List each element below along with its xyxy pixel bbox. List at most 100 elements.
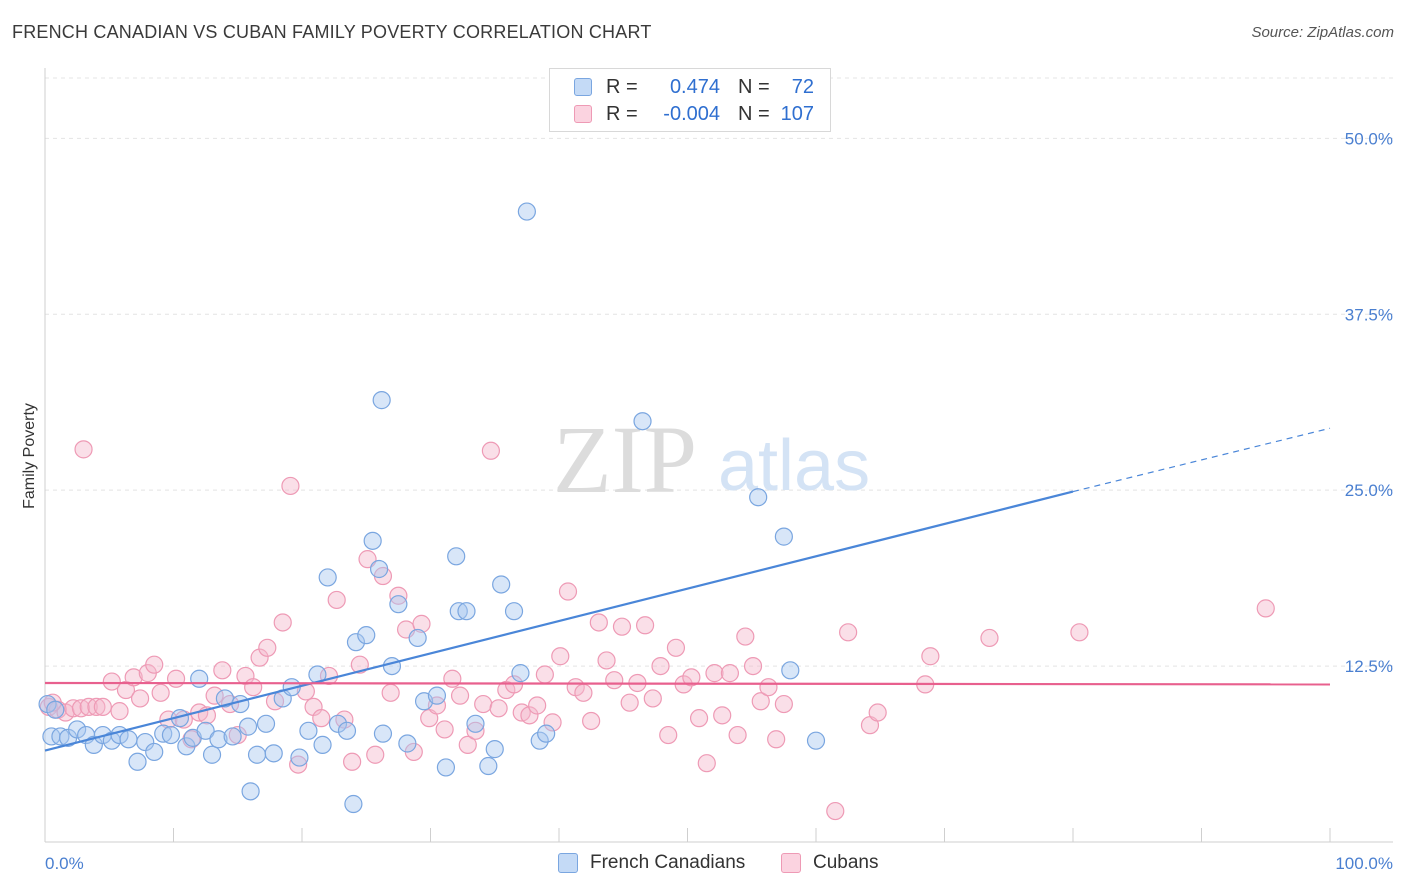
data-point-cubans [736,627,755,646]
data-point-french-canadians [51,727,70,746]
data-point-cubans [327,590,346,610]
data-point-french-canadians [447,547,466,566]
data-point-cubans [151,683,170,702]
data-point-cubans [312,709,331,728]
data-point-french-canadians [781,661,800,680]
data-point-french-canadians [511,664,530,683]
data-point-cubans [244,678,263,697]
data-point-french-canadians [517,202,536,221]
data-point-cubans [145,655,164,674]
legend-swatch-blue [558,853,578,873]
data-point-french-canadians [68,720,87,739]
data-point-french-canadians [479,756,498,776]
trend-line-french-canadians [44,490,1074,752]
data-point-french-canadians [128,752,147,771]
x-tick-label-max: 100.0% [1335,854,1393,873]
data-point-cubans [87,697,106,717]
data-point-french-canadians [485,740,504,759]
series-legend: French Canadians Cubans [0,852,1406,878]
data-point-french-canadians [202,745,222,764]
legend-swatch-pink [781,853,801,873]
legend-n-label: N = [738,102,770,125]
data-point-french-canadians [299,721,318,740]
data-point-cubans [289,755,308,774]
data-point-cubans [281,476,300,496]
data-point-french-canadians [457,602,476,621]
data-point-french-canadians [238,717,258,736]
correlation-legend: R = 0.474 N = 72 R = -0.004 N = 107 [549,68,831,132]
data-point-french-canadians [466,714,485,733]
data-point-french-canadians [256,714,276,733]
data-point-cubans [759,678,778,697]
data-point-cubans [620,693,639,712]
data-point-cubans [643,689,662,708]
data-point-cubans [450,686,470,705]
grid-lines [45,77,1393,667]
data-point-cubans [366,745,385,764]
data-point-cubans [443,669,462,688]
data-point-cubans [528,696,547,715]
data-point-french-canadians [492,575,511,594]
series-legend-label: Cubans [813,852,879,873]
watermark-zip: ZIP [553,406,697,513]
series-legend-cubans[interactable]: Cubans [781,852,879,874]
data-point-cubans [520,706,539,725]
data-point-french-canadians [241,782,260,801]
data-point-cubans [258,638,277,657]
legend-n-value: 72 [791,75,814,98]
data-point-french-canadians [223,727,242,746]
data-point-french-canadians [337,721,357,740]
legend-swatch-blue [574,78,592,96]
data-point-cubans [767,730,786,749]
data-point-cubans [605,671,624,690]
data-point-cubans [659,725,678,745]
data-point-french-canadians [145,742,164,762]
data-point-french-canadians [749,488,768,507]
data-point-cubans [343,752,362,771]
legend-r-value: 0.474 [669,75,720,98]
data-point-french-canadians [119,730,138,749]
data-point-french-canadians [46,700,65,719]
data-point-cubans [635,616,655,635]
data-point-cubans [558,582,578,601]
series-legend-french-canadians[interactable]: French Canadians [558,852,745,874]
data-point-cubans [358,550,377,569]
data-point-cubans [124,668,143,687]
data-point-cubans [74,440,93,459]
data-point-french-canadians [537,724,556,743]
legend-row-french-canadians: R = 0.474 N = 72 [574,75,814,99]
data-point-cubans [458,735,477,754]
data-point-french-canadians [373,724,393,743]
data-point-cubans [868,703,887,722]
data-point-cubans [435,720,454,739]
data-point-cubans [597,651,616,670]
data-point-cubans [93,697,112,717]
data-point-cubans [705,664,724,683]
data-point-cubans [474,694,493,714]
trend-line-cubans [44,681,1331,686]
data-point-cubans [535,665,554,684]
data-point-cubans [130,689,150,708]
data-point-cubans [350,655,369,674]
data-point-french-canadians [209,730,228,749]
data-point-french-canadians [370,559,389,579]
series-legend-label: French Canadians [590,852,746,873]
data-point-french-canadians [530,731,549,750]
data-point-french-canadians [190,669,209,688]
data-point-cubans [250,648,269,667]
y-tick-label: 50.0% [1345,129,1393,148]
legend-row-cubans: R = -0.004 N = 107 [574,102,814,126]
y-axis-tick-labels: 12.5% 25.0% 37.5% 50.0% [1345,129,1393,676]
data-point-french-canadians [372,391,391,410]
x-tick-label-min: 0.0% [45,854,84,873]
data-point-french-canadians [398,734,417,753]
data-point-cubans [166,669,186,688]
trend-lines [44,427,1331,752]
data-point-french-canadians [290,748,309,767]
data-point-cubans [64,699,83,718]
data-point-cubans [666,638,686,657]
chart-title: FRENCH CANADIAN VS CUBAN FAMILY POVERTY … [12,22,652,42]
data-point-cubans [728,725,747,745]
data-point-cubans [720,664,740,683]
data-point-cubans [589,613,608,632]
